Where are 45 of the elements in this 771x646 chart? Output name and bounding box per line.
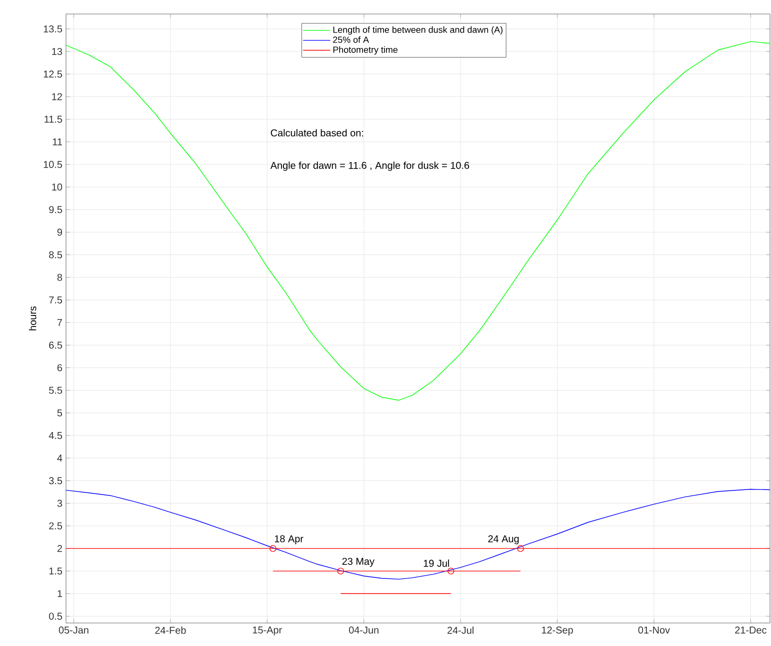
y-tick-label: 2: [57, 544, 62, 552]
y-tick-label: 12.5: [44, 70, 62, 78]
y-tick-label: 3: [57, 500, 62, 507]
x-tick-label: 24-Jul: [447, 626, 474, 634]
y-tick-label: 2.5: [49, 522, 62, 530]
y-tick-label: 4.5: [48, 432, 62, 439]
legend-label: Photometry time: [333, 46, 398, 55]
y-tick-label: 7: [57, 319, 62, 326]
y-tick-label: 5: [57, 409, 62, 416]
y-tick-label: 10: [52, 184, 62, 191]
annotation: 24 Aug: [488, 535, 519, 544]
y-tick-label: 1.5: [49, 568, 62, 575]
annotation: 19 Jul: [424, 560, 450, 567]
x-tick-label: 15-Apr: [252, 626, 282, 636]
y-tick-label: 9.5: [49, 206, 62, 214]
y-tick-label: 5.5: [49, 386, 62, 394]
x-tick-label: 04-Jun: [349, 626, 378, 634]
annotation: 18 Apr: [274, 535, 304, 544]
x-tick-label: 21-Dec: [735, 626, 766, 634]
y-tick-label: 4: [57, 454, 62, 462]
y-tick-label: 3.5: [49, 477, 62, 484]
annotation: 23 May: [342, 558, 374, 567]
y-axis-title: hours: [28, 306, 36, 330]
y-tick-label: 11.5: [44, 116, 62, 123]
y-tick-label: 1: [58, 590, 62, 598]
y-tick-label: 10.5: [44, 160, 62, 168]
y-tick-label: 13.5: [44, 25, 62, 32]
x-tick-label: 24-Feb: [155, 626, 186, 634]
y-tick-label: 6.5: [49, 342, 62, 349]
y-tick-label: 8.5: [49, 251, 62, 258]
annotation: Angle for dawn = 11.6 , Angle for dusk = 10.6: [270, 162, 470, 171]
y-tick-label: 8: [57, 274, 62, 281]
legend-label: 25% of A: [333, 36, 370, 43]
y-tick-label: 13: [52, 48, 62, 56]
x-tick-label: 05-Jan: [58, 626, 88, 634]
y-tick-label: 7.5: [49, 296, 62, 304]
x-tick-label: 01-Nov: [638, 626, 670, 634]
annotation: Calculated based on:: [270, 129, 364, 136]
x-tick-label: 12-Sep: [542, 626, 573, 636]
y-tick-label: 12: [52, 93, 62, 100]
legend-label: Length of time between dusk and dawn (A): [333, 26, 503, 35]
y-tick-label: 6: [57, 364, 62, 372]
y-tick-label: 9: [57, 228, 62, 236]
y-tick-label: 0.5: [49, 612, 62, 620]
y-tick-label: 11: [52, 138, 62, 146]
